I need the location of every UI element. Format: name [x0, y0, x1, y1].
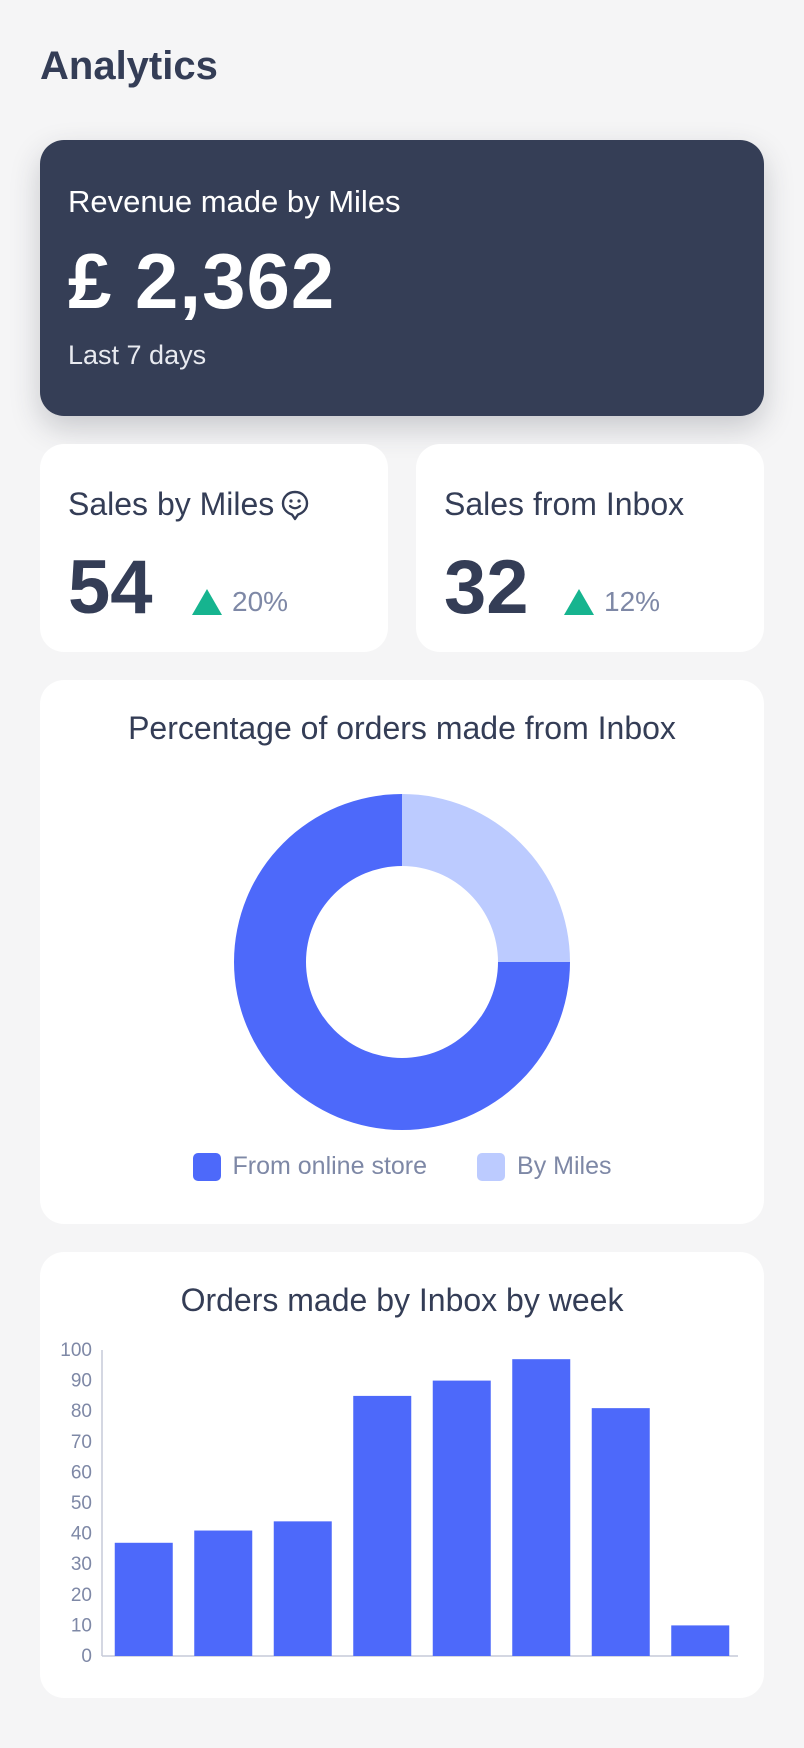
donut-chart: [234, 794, 570, 1130]
legend-swatch-by-miles: [477, 1152, 506, 1181]
donut-chart-title: Percentage of orders made from Inbox: [128, 710, 676, 746]
smiley-chat-icon: [282, 490, 309, 520]
sales-by-miles-label: Sales by Miles: [68, 486, 275, 522]
page-title: Analytics: [40, 44, 218, 88]
bar-week-6[interactable]: [512, 1359, 571, 1656]
bar-week-4[interactable]: [353, 1395, 412, 1656]
y-tick-label: 10: [71, 1615, 92, 1636]
sales-by-miles-card[interactable]: Sales by Miles 54 20%: [40, 444, 388, 652]
y-tick-label: 20: [71, 1585, 92, 1606]
legend-label-online-store: From online store: [232, 1152, 428, 1180]
bar-week-8[interactable]: [671, 1625, 730, 1656]
revenue-amount: £ 2,362: [68, 237, 336, 325]
sales-by-miles-delta: 20%: [192, 586, 288, 618]
legend-label-by-miles: By Miles: [517, 1152, 612, 1180]
bar-week-2[interactable]: [194, 1530, 253, 1656]
trend-up-icon: [564, 589, 594, 615]
bar-chart-title: Orders made by Inbox by week: [180, 1282, 624, 1318]
revenue-label: Revenue made by Miles: [68, 184, 401, 219]
sales-from-inbox-value: 32: [444, 545, 529, 630]
y-tick-label: 80: [71, 1401, 92, 1422]
bar-week-3[interactable]: [273, 1521, 332, 1656]
sales-from-inbox-card[interactable]: Sales from Inbox 32 12%: [416, 444, 764, 652]
orders-percentage-card: Percentage of orders made from Inbox Fro…: [40, 680, 764, 1224]
donut-slice-0[interactable]: [234, 794, 570, 1130]
donut-legend: From online store By Miles: [40, 1152, 764, 1181]
sales-from-inbox-delta: 12%: [564, 586, 660, 618]
y-tick-label: 100: [60, 1340, 92, 1361]
sales-from-inbox-delta-value: 12%: [604, 586, 661, 617]
sales-from-inbox-label: Sales from Inbox: [444, 486, 685, 522]
legend-item-by-miles[interactable]: By Miles: [477, 1152, 612, 1181]
y-tick-label: 90: [71, 1371, 92, 1392]
y-tick-label: 70: [71, 1432, 92, 1453]
y-tick-label: 40: [71, 1524, 92, 1545]
revenue-period: Last 7 days: [68, 340, 207, 370]
donut-slice-1[interactable]: [402, 794, 570, 962]
revenue-card[interactable]: Revenue made by Miles £ 2,362 Last 7 day…: [40, 140, 764, 416]
sales-from-inbox-title: Sales from Inbox: [444, 486, 684, 523]
sales-by-miles-value: 54: [68, 545, 153, 630]
sales-by-miles-delta-value: 20%: [232, 586, 289, 617]
y-tick-label: 0: [81, 1646, 92, 1667]
bar-chart: 0 10 20 30 40 50 60 70 80 90 100: [60, 1340, 738, 1667]
legend-swatch-online-store: [192, 1152, 221, 1181]
y-tick-label: 60: [71, 1462, 92, 1483]
weekly-orders-card: Orders made by Inbox by week 0 10 20 30 40 50…: [40, 1252, 764, 1698]
legend-item-online-store[interactable]: From online store: [192, 1152, 428, 1181]
bar-week-5[interactable]: [432, 1380, 491, 1656]
y-tick-label: 50: [71, 1493, 92, 1514]
bar-week-1[interactable]: [114, 1542, 173, 1656]
sales-by-miles-title: Sales by Miles: [68, 486, 310, 523]
y-tick-label: 30: [71, 1554, 92, 1575]
trend-up-icon: [192, 589, 222, 615]
bar-week-7[interactable]: [591, 1408, 650, 1656]
